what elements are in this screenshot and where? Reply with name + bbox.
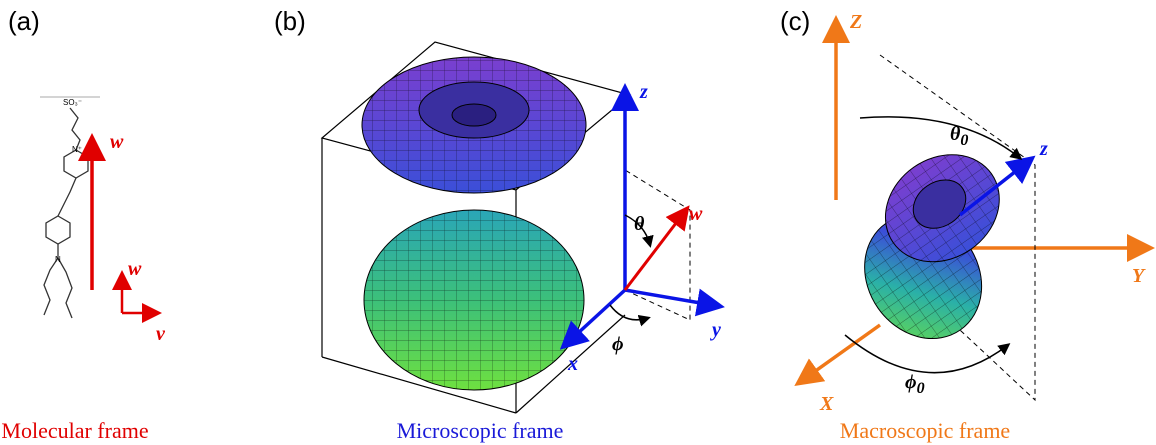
angle-text: ϕ [905,371,917,393]
path [860,117,1020,158]
line [800,325,880,382]
path [610,305,648,320]
figure: (a) SO₃⁻ N⁺ N w w v Molecular frame (b) … [0,0,1156,445]
caption: Macroscopic frame [840,418,1010,443]
angle-label: ϕ0 [905,371,925,397]
axis-label: w [128,258,142,280]
axis-label: z [1039,138,1048,160]
axis-label: Z [849,11,862,33]
axis-label: x [567,353,578,375]
ellipse [452,104,496,126]
atom-label: N⁺ [72,145,82,154]
angle-text: θ [950,123,961,145]
panel-label: (c) [780,6,810,36]
axis-label: w [110,131,124,153]
axis-label: v [156,323,166,345]
angle-label: θ0 [950,123,968,149]
angle-text: 0 [960,132,968,149]
angle-text: 0 [917,380,925,397]
axis-label: θ [634,213,645,235]
path [64,150,88,178]
axis-label: ϕ [612,333,624,355]
panel-label: (b) [274,6,306,36]
path [46,216,70,244]
axis-label: z [639,81,648,103]
path [845,335,1008,373]
caption: Microscopic frame [397,418,564,443]
caption: Molecular frame [1,418,148,443]
line [625,290,718,306]
atom-label: N [55,255,61,264]
ellipse [364,210,584,390]
path [58,258,72,318]
path [58,178,76,216]
path [70,108,80,150]
axis-label: w [689,203,703,225]
axis-label: X [819,393,834,415]
axis-label: y [710,319,721,341]
axis-label: Y [1132,265,1146,287]
atom-label: SO₃⁻ [63,98,82,107]
panel-label: (a) [8,6,40,36]
